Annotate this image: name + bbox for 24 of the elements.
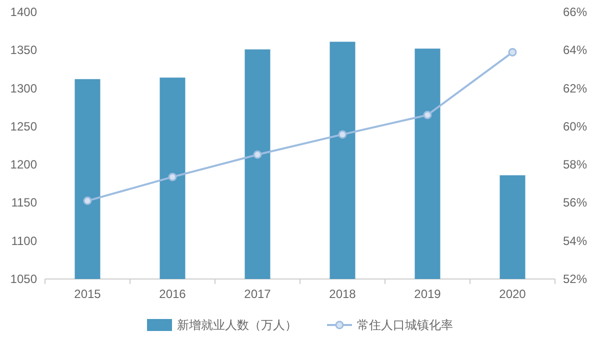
ytick: 1200: [10, 158, 37, 172]
legend-label: 新增就业人数（万人）: [177, 318, 297, 332]
xtick: 2020: [499, 287, 526, 301]
ytick: 1100: [11, 234, 37, 248]
y2tick: 66%: [563, 5, 588, 19]
ytick: 1400: [10, 5, 37, 19]
y2tick: 60%: [563, 119, 588, 134]
xtick: 2017: [244, 287, 271, 301]
ytick: 1050: [10, 272, 37, 286]
y2tick: 62%: [563, 81, 588, 96]
ytick: 1150: [11, 196, 37, 210]
y2tick: 58%: [563, 158, 588, 172]
xtick: 2018: [329, 287, 356, 301]
ytick: 1250: [10, 119, 37, 134]
xtick: 2016: [159, 287, 186, 301]
y2tick: 56%: [563, 196, 588, 210]
y2tick: 54%: [563, 234, 588, 248]
legend-label: 常住人口城镇化率: [357, 318, 453, 332]
ytick: 1350: [10, 43, 37, 58]
y2tick: 64%: [563, 43, 588, 58]
xtick: 2019: [414, 287, 441, 301]
xtick: 2015: [74, 287, 101, 301]
y2tick: 52%: [563, 272, 588, 286]
ytick: 1300: [10, 81, 37, 96]
